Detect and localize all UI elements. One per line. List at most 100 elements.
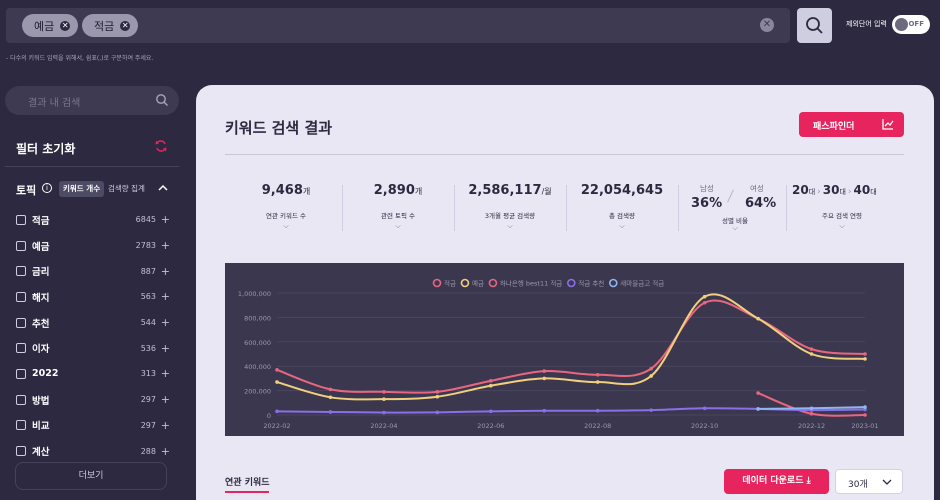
checkbox[interactable] xyxy=(16,317,26,328)
chevron-down-icon[interactable]: ⌵ xyxy=(839,222,845,230)
data-download-button[interactable]: 데이터 다운로드 ⤓ xyxy=(724,469,829,494)
chip-remove-icon[interactable]: ✕ xyxy=(120,20,131,31)
search-icon[interactable] xyxy=(155,93,169,107)
list-item[interactable]: 금리 887 + xyxy=(16,258,170,284)
toggle-knob xyxy=(895,18,908,31)
checkbox[interactable] xyxy=(16,446,26,457)
chevron-down-icon[interactable]: ⌵ xyxy=(619,222,625,230)
search-button[interactable] xyxy=(797,8,832,43)
trend-chart-icon xyxy=(882,119,894,130)
trend-chart-svg: 0 200,000 400,000 600,000 800,000 1,000,000 20… xyxy=(238,278,879,431)
filter-reset-label[interactable]: 필터 초기화 xyxy=(16,142,76,156)
add-icon[interactable]: + xyxy=(160,418,170,432)
refresh-icon[interactable] xyxy=(154,139,168,153)
add-icon[interactable]: + xyxy=(160,444,170,458)
tab-search-volume[interactable]: 검색량 집계 xyxy=(108,184,145,193)
clear-all-icon[interactable]: ✕ xyxy=(760,18,774,32)
data-point xyxy=(542,408,547,413)
checkbox[interactable] xyxy=(16,394,26,405)
checkbox[interactable] xyxy=(16,368,26,379)
list-item[interactable]: 해지 563 + xyxy=(16,284,170,310)
chevron-down-icon[interactable]: ⌵ xyxy=(732,224,738,232)
result-search-input[interactable]: 결과 내 검색 xyxy=(5,86,179,115)
data-point xyxy=(542,376,547,381)
add-icon[interactable]: + xyxy=(160,316,170,330)
search-trend-chart: 0 200,000 400,000 600,000 800,000 1,000,000 20… xyxy=(225,263,904,436)
info-icon[interactable]: i xyxy=(42,183,52,193)
data-point xyxy=(275,409,279,414)
tab-keyword-count[interactable]: 키워드 개수 xyxy=(59,181,105,197)
checkbox[interactable] xyxy=(16,214,26,225)
pathfinder-button[interactable]: 패스파인더 xyxy=(799,112,904,137)
data-point xyxy=(595,372,600,377)
search-icon xyxy=(806,17,823,34)
female-label: 여성 xyxy=(750,184,764,193)
row-count-select[interactable]: 30개 xyxy=(835,469,903,494)
age-unit: 대 xyxy=(808,188,816,196)
checkbox[interactable] xyxy=(16,420,26,431)
data-point xyxy=(435,390,440,394)
legend-marker xyxy=(566,278,576,288)
keyword-search-bar[interactable]: 예금 ✕ 적금 ✕ ✕ xyxy=(6,8,790,43)
add-icon[interactable]: + xyxy=(160,213,170,227)
age-value: 30 xyxy=(822,183,840,197)
x-tick-label: 2022-08 xyxy=(584,422,611,430)
data-point xyxy=(435,410,440,415)
data-point xyxy=(863,405,867,409)
chevron-down-icon[interactable]: ⌵ xyxy=(283,222,289,230)
more-button[interactable]: 더보기 xyxy=(15,462,167,490)
x-tick-label: 2022-12 xyxy=(798,422,825,430)
topic-count: 297 xyxy=(140,395,156,405)
checkbox[interactable] xyxy=(16,343,26,354)
chevron-down-icon[interactable]: ⌵ xyxy=(395,222,401,230)
list-item[interactable]: 방법 297 + xyxy=(16,387,170,413)
search-hint: - 다수의 키워드 입력을 위해서, 쉼표(,)로 구분하여 주세요. xyxy=(6,55,154,62)
checkbox[interactable] xyxy=(16,240,26,251)
age-value: 40 xyxy=(853,183,871,197)
chip-remove-icon[interactable]: ✕ xyxy=(60,20,71,31)
chevron-down-icon xyxy=(882,479,892,485)
stat-unit: /월 xyxy=(541,187,552,196)
topic-count: 544 xyxy=(140,318,156,328)
add-icon[interactable]: + xyxy=(160,341,170,355)
keyword-chip[interactable]: 적금 ✕ xyxy=(82,14,139,37)
add-icon[interactable]: + xyxy=(160,264,170,278)
list-item[interactable]: 예금 2783 + xyxy=(16,233,170,259)
data-point xyxy=(809,406,814,411)
legend-marker xyxy=(460,278,470,288)
list-item[interactable]: 계산 288 + xyxy=(16,438,170,464)
series-line xyxy=(276,293,866,401)
add-icon[interactable]: + xyxy=(160,367,170,381)
add-icon[interactable]: + xyxy=(160,290,170,304)
stat-label: 주요 검색 연령 xyxy=(821,212,862,220)
list-item[interactable]: 비교 297 + xyxy=(16,413,170,439)
data-point xyxy=(328,410,333,414)
topic-name: 적금 xyxy=(32,215,50,227)
legend-label: 예금 xyxy=(472,279,484,288)
data-point xyxy=(809,352,814,356)
add-icon[interactable]: + xyxy=(160,239,170,253)
exclude-word-toggle[interactable]: OFF xyxy=(892,15,930,34)
checkbox[interactable] xyxy=(16,266,26,277)
chevron-right-icon: › xyxy=(817,187,821,197)
keyword-chip[interactable]: 예금 ✕ xyxy=(22,14,79,37)
stat-label: 성별 비율 xyxy=(722,217,748,225)
data-point xyxy=(382,390,386,394)
chevron-up-icon[interactable] xyxy=(158,184,168,192)
active-tab-underline xyxy=(225,491,269,493)
pathfinder-label: 패스파인더 xyxy=(813,122,855,132)
chevron-down-icon[interactable]: ⌵ xyxy=(507,222,513,230)
list-item[interactable]: 2022 313 + xyxy=(16,361,170,387)
data-point xyxy=(702,406,707,411)
list-item[interactable]: 추천 544 + xyxy=(16,310,170,336)
add-icon[interactable]: + xyxy=(160,393,170,407)
tab-related-keywords[interactable]: 연관 키워드 xyxy=(225,478,270,488)
list-item[interactable]: 이자 536 + xyxy=(16,335,170,361)
sidebar-divider xyxy=(5,166,179,167)
checkbox[interactable] xyxy=(16,291,26,302)
stat-avg-search: 2,586,117/월 3개월 평균 검색량 ⌵ xyxy=(454,183,566,231)
data-point xyxy=(328,395,333,400)
data-point xyxy=(756,407,760,411)
list-item[interactable]: 적금 6845 + xyxy=(16,207,170,233)
topic-name: 2022 xyxy=(32,368,59,380)
